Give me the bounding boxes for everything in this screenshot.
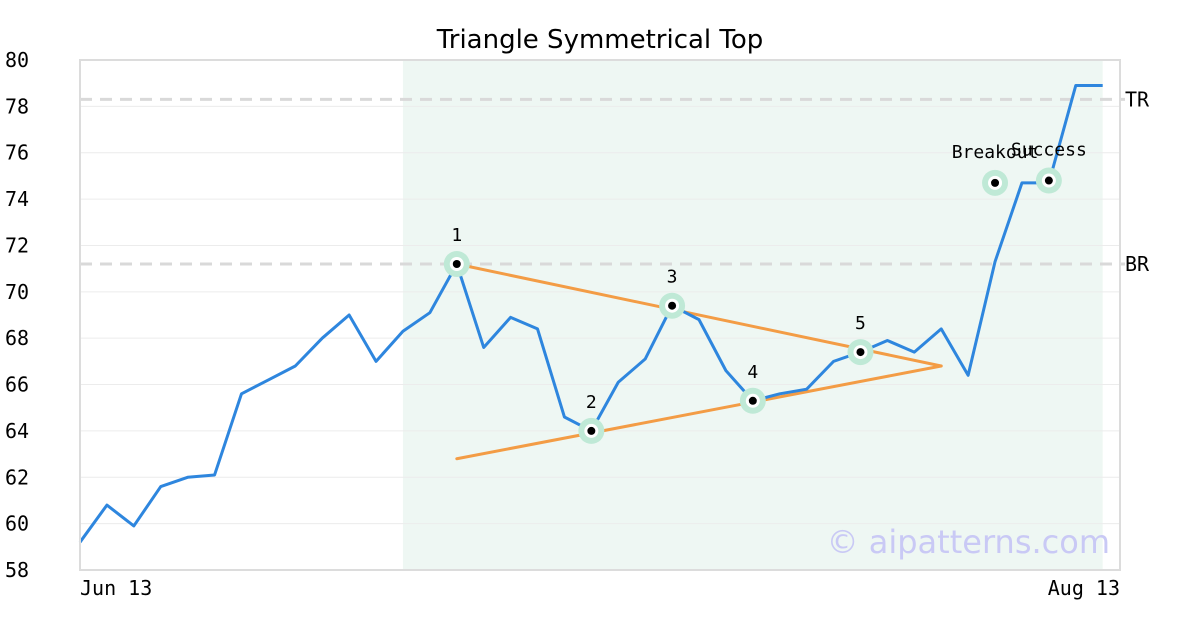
pivot-label: 2 xyxy=(586,392,597,413)
y-tick-label: 72 xyxy=(5,233,29,257)
y-tick-label: 62 xyxy=(5,465,29,489)
level-label: TR xyxy=(1125,87,1150,111)
event-label: Breakout xyxy=(952,142,1039,163)
marker-dot xyxy=(1044,176,1053,185)
level-lines: TR BR xyxy=(80,87,1150,276)
marker-dot xyxy=(668,301,677,310)
y-tick-label: 70 xyxy=(5,280,29,304)
marker-dot xyxy=(856,348,865,357)
y-tick-label: 80 xyxy=(5,48,29,72)
grid xyxy=(80,105,1120,525)
y-tick-label: 76 xyxy=(5,141,29,165)
pivot-label: 5 xyxy=(855,313,866,334)
y-tick-label: 68 xyxy=(5,326,29,350)
watermark: © aipatterns.com xyxy=(827,523,1110,561)
y-tick-label: 66 xyxy=(5,373,29,397)
pattern-region-band xyxy=(402,60,1103,570)
y-tick-label: 74 xyxy=(5,187,29,211)
x-tick-label: Aug 13 xyxy=(1048,576,1120,600)
x-axis: Jun 13 Aug 13 xyxy=(80,576,1120,600)
marker-dot xyxy=(991,178,1000,187)
y-tick-label: 64 xyxy=(5,419,29,443)
plot-border xyxy=(79,59,1121,571)
pattern-region xyxy=(402,60,1103,570)
x-tick-label: Jun 13 xyxy=(80,576,152,600)
marker-dot xyxy=(587,426,596,435)
level-label: BR xyxy=(1125,252,1150,276)
marker-dot xyxy=(748,396,757,405)
marker-dot xyxy=(452,260,461,268)
y-tick-label: 58 xyxy=(5,558,29,582)
event-label: Success xyxy=(1011,140,1087,161)
y-axis: 58 60 62 64 66 68 70 72 74 76 78 80 xyxy=(5,48,29,582)
y-tick-label: 60 xyxy=(5,512,29,536)
chart-title: Triangle Symmetrical Top xyxy=(436,25,764,55)
trendline-lower xyxy=(455,364,943,461)
pivot-label: 4 xyxy=(747,362,758,383)
y-tick-label: 78 xyxy=(5,94,29,118)
pivot-label: 3 xyxy=(667,267,678,288)
pivot-label: 1 xyxy=(451,225,462,246)
